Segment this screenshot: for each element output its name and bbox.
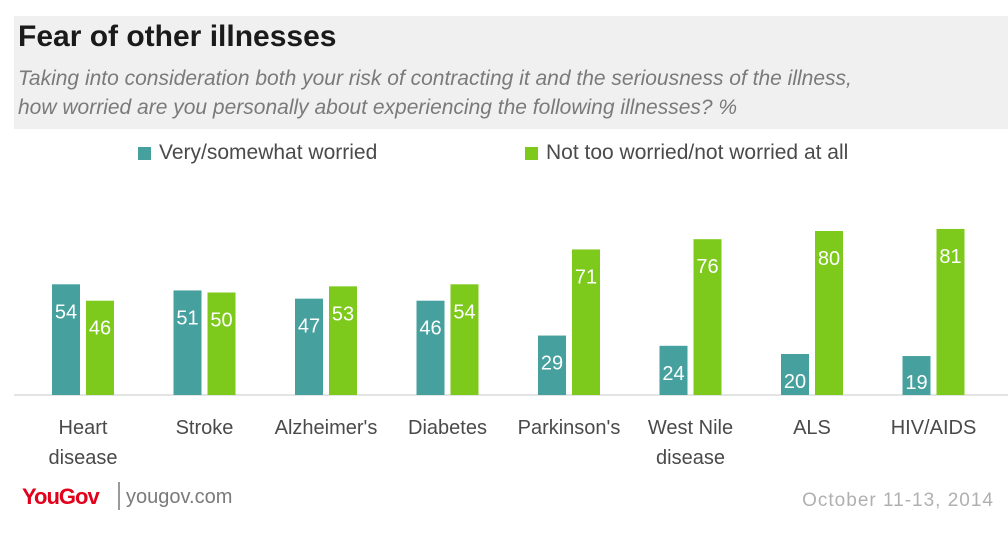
bar-worried-5 xyxy=(659,345,688,395)
bar-not-worried-0 xyxy=(86,300,114,395)
bar-worried-4 xyxy=(538,335,566,395)
data-label-worried-3: 46 xyxy=(419,318,441,340)
data-label-not-worried-4: 71 xyxy=(575,266,597,288)
legend-swatch-worried xyxy=(138,146,151,160)
bar-worried-6 xyxy=(781,354,809,395)
legend-swatch-not-worried xyxy=(525,146,538,160)
legend-label-worried: Very/somewhat worried xyxy=(159,141,378,164)
data-label-not-worried-5: 76 xyxy=(696,256,718,278)
bar-worried-0 xyxy=(52,284,80,395)
chart-title: Fear of other illnesses xyxy=(18,20,337,53)
subtitle-line-2: how worried are you personally about exp… xyxy=(18,96,738,119)
bar-worried-3 xyxy=(416,300,445,395)
data-label-not-worried-7: 81 xyxy=(939,246,961,268)
data-label-worried-0: 54 xyxy=(55,301,77,323)
subtitle-line-1: Taking into consideration both your risk… xyxy=(18,67,852,90)
legend-item-not-worried: Not too worried/not worried at all xyxy=(525,140,848,166)
bar-worried-7 xyxy=(902,356,931,395)
bar-worried-1 xyxy=(173,290,202,395)
data-label-not-worried-0: 46 xyxy=(89,318,111,340)
legend-item-worried: Very/somewhat worried xyxy=(138,140,377,166)
bar-not-worried-4 xyxy=(572,249,600,395)
data-label-worried-4: 29 xyxy=(541,353,563,375)
chart-subtitle: Taking into consideration both your risk… xyxy=(18,64,978,122)
data-label-worried-5: 24 xyxy=(662,363,684,385)
footer-url[interactable]: yougov.com xyxy=(126,486,233,508)
bar-not-worried-2 xyxy=(329,286,357,395)
legend: Very/somewhat worried Not too worried/no… xyxy=(0,140,1008,166)
data-label-worried-2: 47 xyxy=(298,316,320,338)
category-label-0-1: disease xyxy=(49,447,118,469)
data-label-worried-6: 20 xyxy=(784,371,806,393)
bar-not-worried-6 xyxy=(815,231,843,395)
bar-not-worried-5 xyxy=(693,239,722,395)
category-label-5-1: disease xyxy=(656,447,725,469)
data-label-worried-7: 19 xyxy=(905,372,927,394)
survey-date: October 11-13, 2014 xyxy=(802,490,994,511)
category-label-5-0: West Nile xyxy=(648,417,733,439)
category-label-6-0: ALS xyxy=(793,417,831,439)
data-label-not-worried-6: 80 xyxy=(818,248,840,270)
data-label-not-worried-3: 54 xyxy=(453,301,475,323)
bar-not-worried-7 xyxy=(936,228,965,395)
data-label-not-worried-1: 50 xyxy=(210,310,232,332)
data-label-not-worried-2: 53 xyxy=(332,303,354,325)
category-label-1-0: Stroke xyxy=(176,417,234,439)
yougov-logo: YouGov xyxy=(22,484,100,509)
category-label-0-0: Heart xyxy=(59,417,108,439)
category-label-7-0: HIV/AIDS xyxy=(891,417,977,439)
bar-not-worried-1 xyxy=(207,292,236,395)
legend-label-not-worried: Not too worried/not worried at all xyxy=(546,141,849,164)
data-label-worried-1: 51 xyxy=(176,307,198,329)
category-label-3-0: Diabetes xyxy=(408,417,487,439)
footer-divider xyxy=(118,482,120,510)
category-label-4-0: Parkinson's xyxy=(518,417,621,439)
category-label-2-0: Alzheimer's xyxy=(275,417,378,439)
header-band xyxy=(14,16,1008,129)
bar-worried-2 xyxy=(295,298,323,395)
bar-not-worried-3 xyxy=(450,284,479,395)
